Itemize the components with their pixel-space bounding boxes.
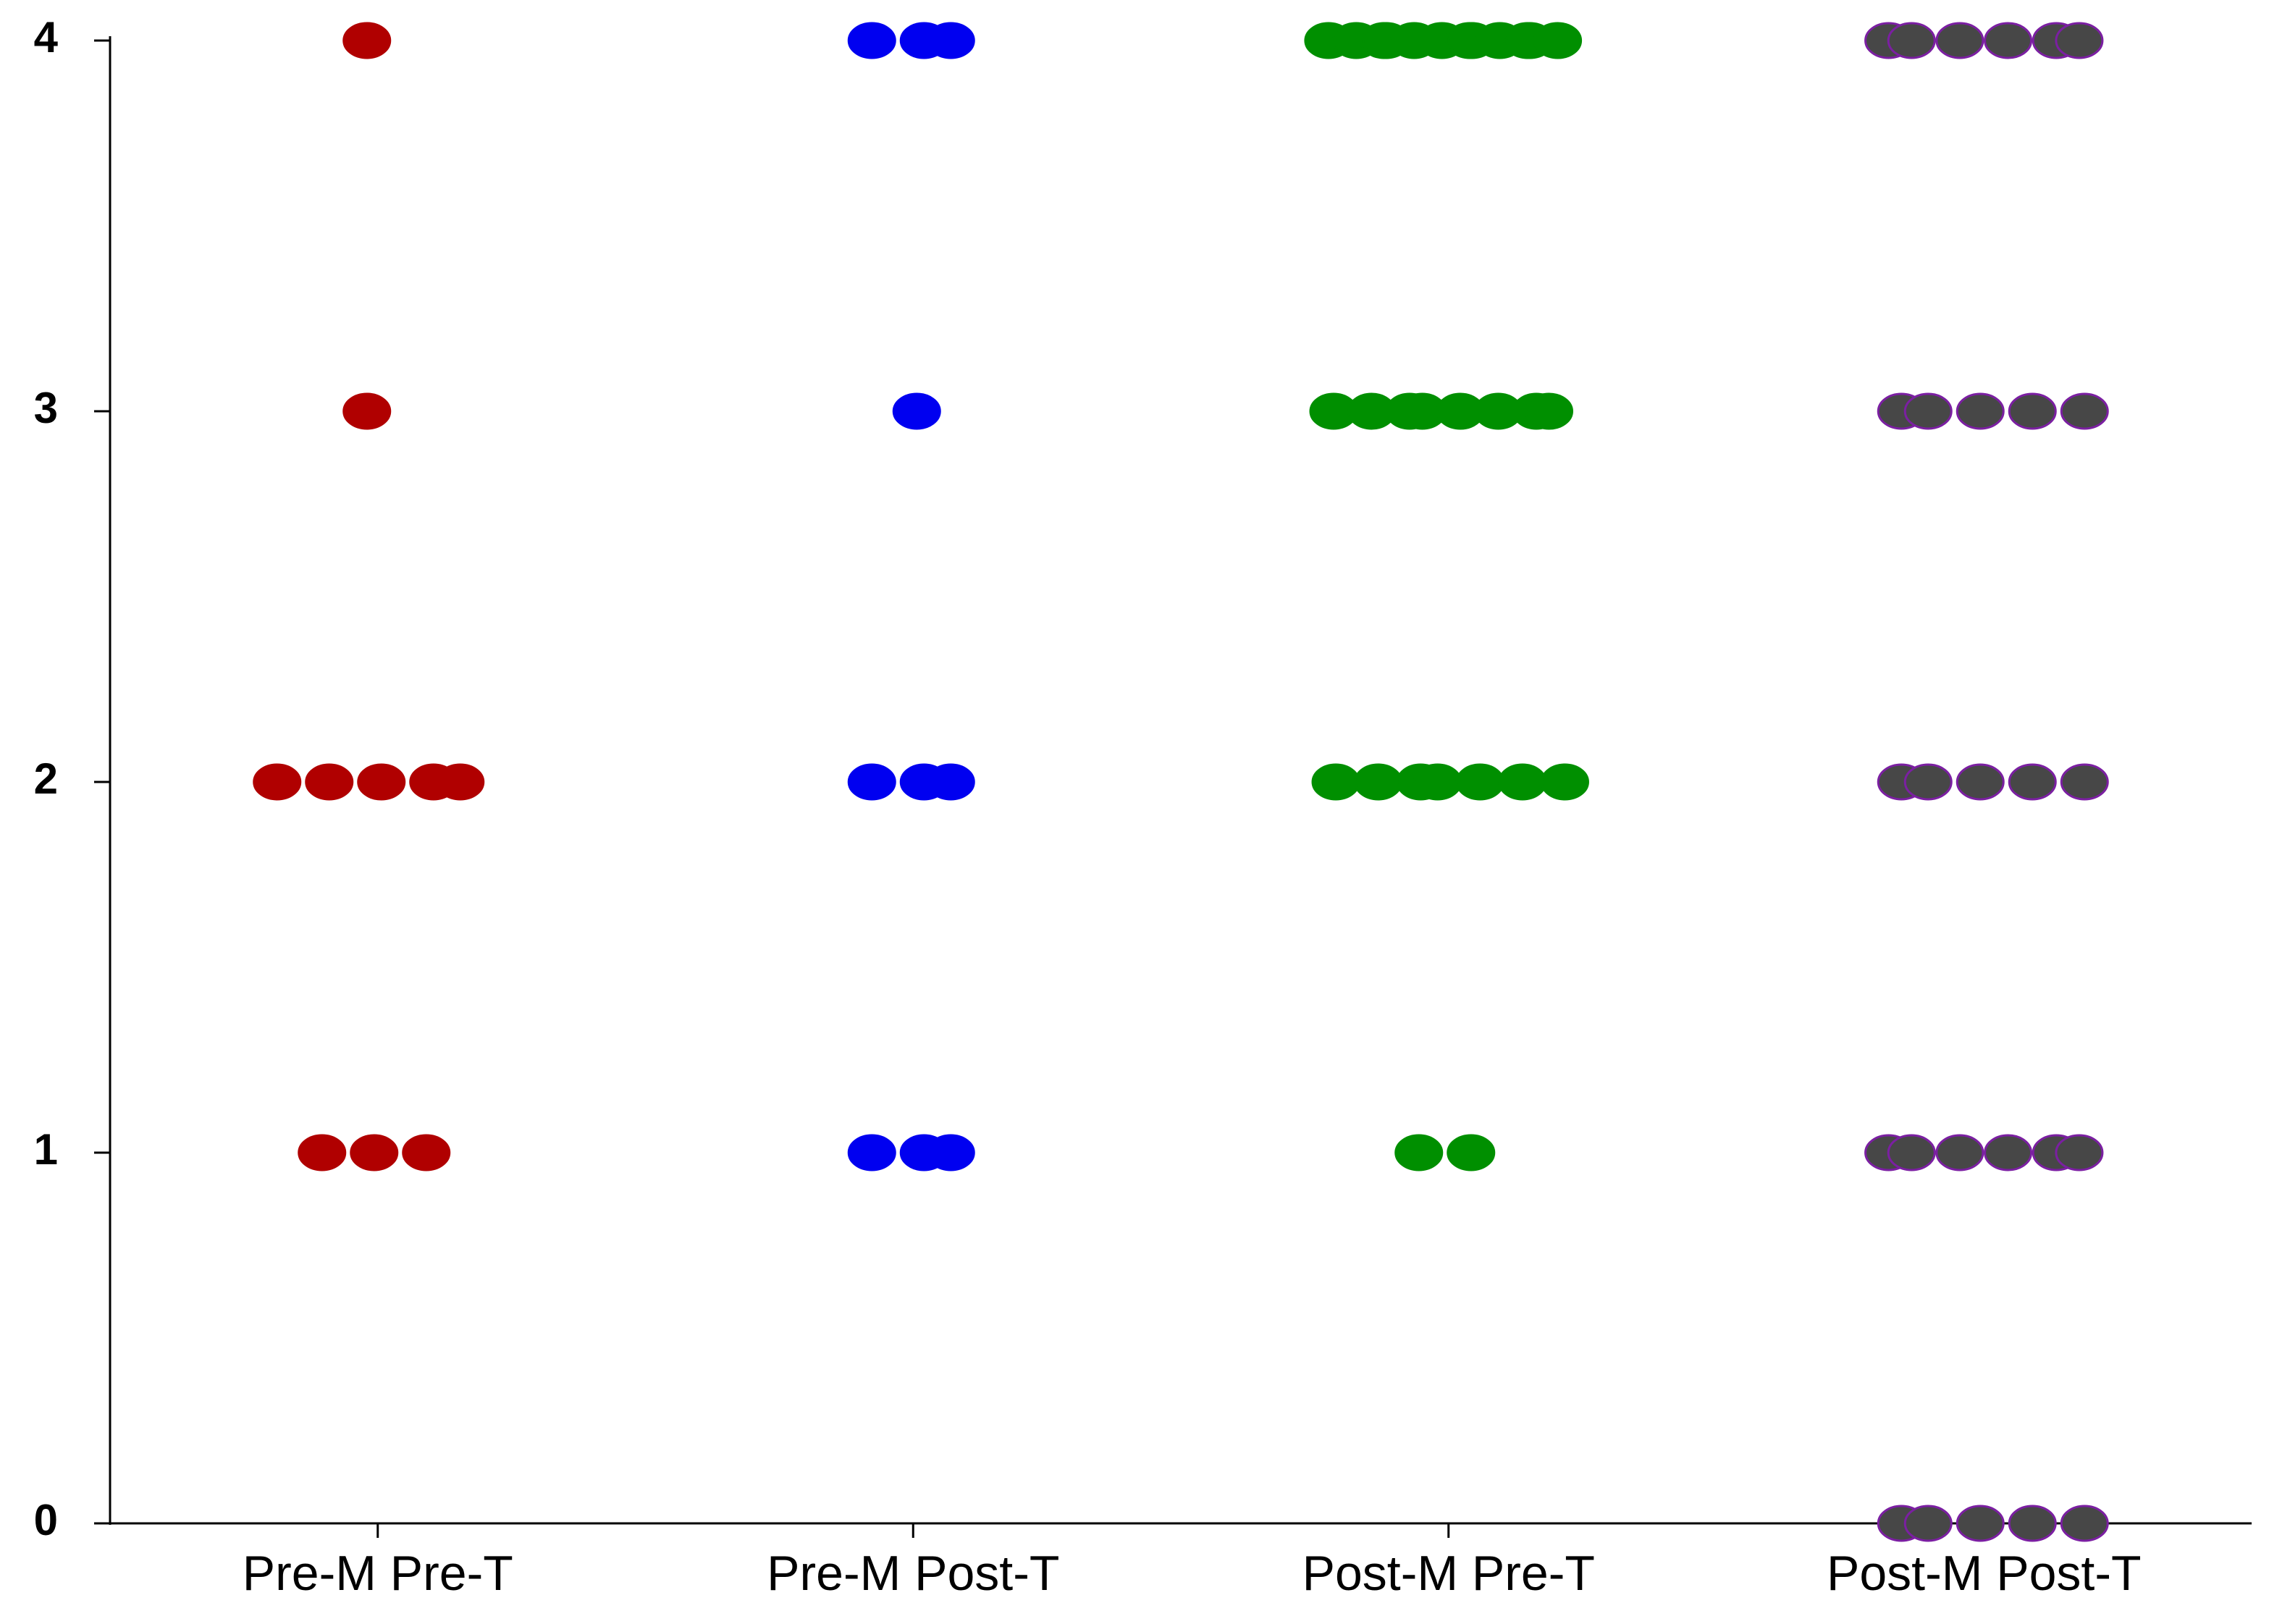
dot [1903, 763, 1953, 801]
dot [1498, 763, 1547, 801]
dot [2008, 392, 2057, 430]
dot [436, 763, 485, 801]
dot [2055, 22, 2104, 59]
dot [892, 392, 941, 430]
dot [2008, 763, 2057, 801]
dot [342, 392, 392, 430]
dot [1956, 392, 2005, 430]
dot [350, 1134, 399, 1171]
x-tick-label: Pre-M Pre-T [243, 1546, 513, 1601]
dot [1903, 392, 1953, 430]
dot [847, 763, 896, 801]
dot [1956, 763, 2005, 801]
dot [1984, 22, 2033, 59]
dot [1533, 22, 1583, 59]
y-tick-label: 0 [34, 1496, 58, 1544]
dot [357, 763, 406, 801]
dot [2060, 1505, 2109, 1542]
y-tick-label: 3 [34, 384, 58, 432]
dot [2008, 1505, 2057, 1542]
dot [1956, 1505, 2005, 1542]
dot [1887, 22, 1936, 59]
y-tick-label: 2 [34, 754, 58, 803]
dot [305, 763, 354, 801]
x-tick-label: Post-M Pre-T [1302, 1546, 1595, 1601]
dot [1887, 1134, 1936, 1171]
dot [1455, 763, 1504, 801]
dot [926, 763, 975, 801]
dot [1540, 763, 1589, 801]
dot [1935, 1134, 1984, 1171]
dot [1903, 1505, 1953, 1542]
dot [847, 22, 896, 59]
dot [2060, 763, 2109, 801]
dot [342, 22, 392, 59]
dot [1311, 763, 1360, 801]
y-tick-label: 1 [34, 1125, 58, 1174]
dot [2060, 392, 2109, 430]
dot [298, 1134, 347, 1171]
dot [253, 763, 302, 801]
dot [926, 22, 975, 59]
dot [1935, 22, 1984, 59]
dot [402, 1134, 451, 1171]
dot [1413, 763, 1462, 801]
dot [1984, 1134, 2033, 1171]
dot [1394, 1134, 1444, 1171]
x-tick-label: Post-M Post-T [1827, 1546, 2142, 1601]
dot [2055, 1134, 2104, 1171]
y-tick-label: 4 [34, 13, 59, 62]
dot [1447, 1134, 1496, 1171]
dot [1525, 392, 1573, 430]
dot [926, 1134, 975, 1171]
dot [847, 1134, 896, 1171]
x-tick-label: Pre-M Post-T [767, 1546, 1059, 1601]
dot [1354, 763, 1403, 801]
